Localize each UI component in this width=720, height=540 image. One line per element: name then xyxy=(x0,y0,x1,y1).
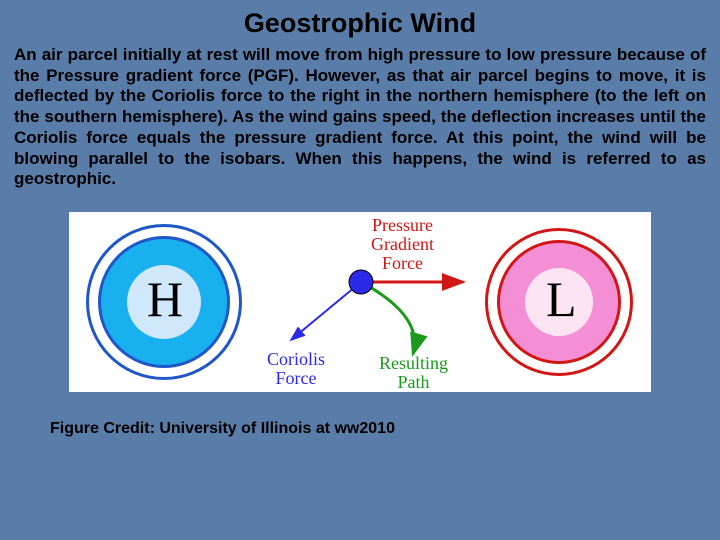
geostrophic-diagram: H L Pressure Gradient Force Coriolis For… xyxy=(69,212,651,392)
body-paragraph: An air parcel initially at rest will mov… xyxy=(0,45,720,190)
coriolis-label-line2: Force xyxy=(276,368,317,388)
coriolis-label-line1: Coriolis xyxy=(267,349,325,369)
figure-credit: Figure Credit: University of Illinois at… xyxy=(50,420,720,438)
result-label-line2: Path xyxy=(398,372,430,392)
pgf-label-line1: Pressure xyxy=(372,215,433,235)
arrows-svg xyxy=(69,212,651,392)
page-title: Geostrophic Wind xyxy=(0,0,720,45)
pgf-label-line3: Force xyxy=(382,253,423,273)
result-label-line1: Resulting xyxy=(379,353,448,373)
pgf-label: Pressure Gradient Force xyxy=(371,216,434,273)
coriolis-label: Coriolis Force xyxy=(267,350,325,388)
result-label: Resulting Path xyxy=(379,354,448,392)
pgf-label-line2: Gradient xyxy=(371,234,434,254)
